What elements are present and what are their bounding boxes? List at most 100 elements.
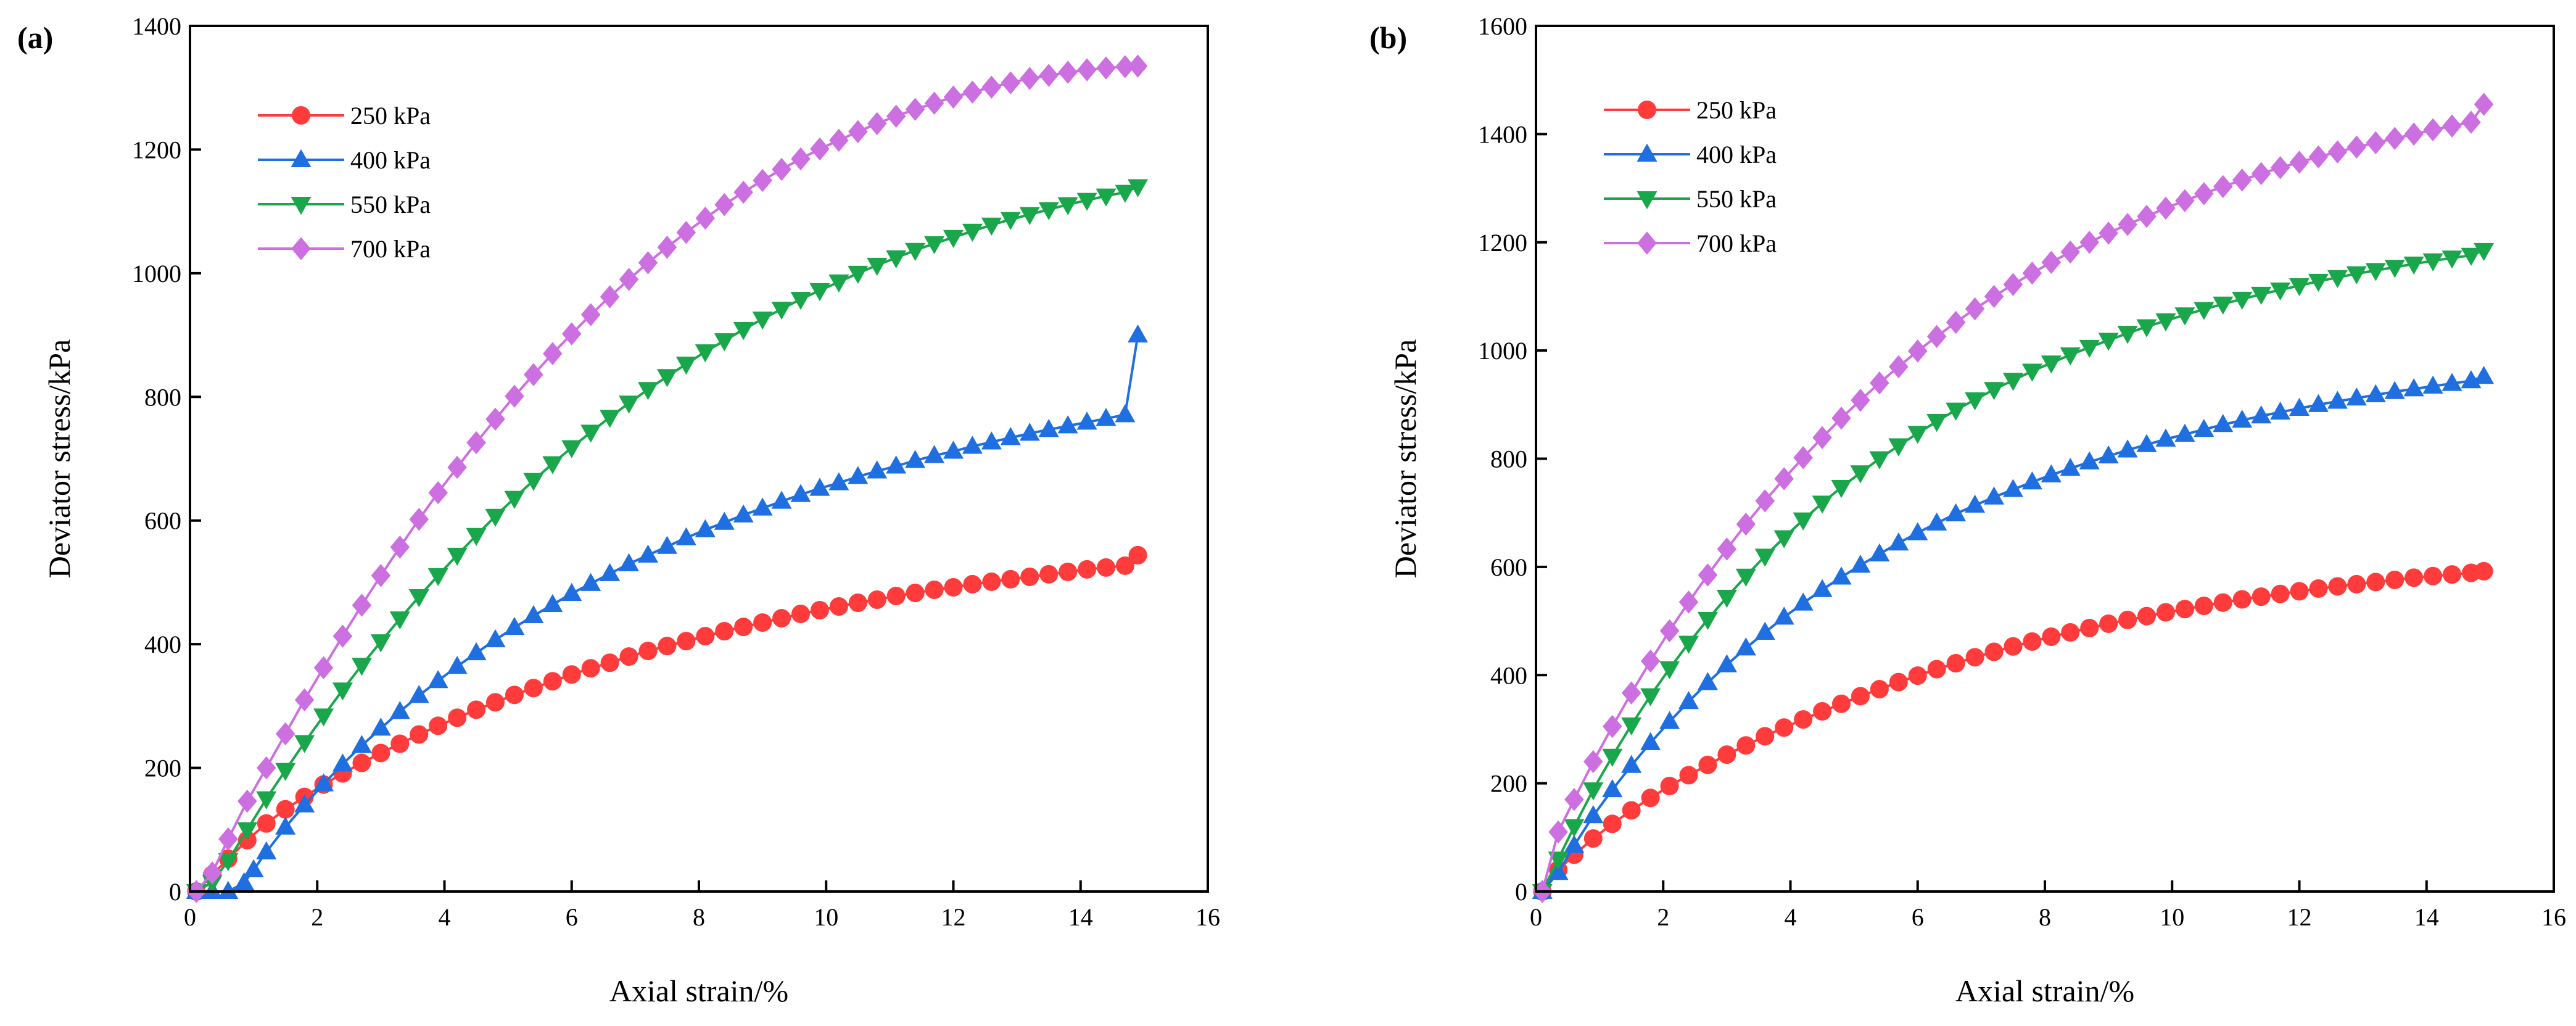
data-point	[963, 574, 982, 594]
x-tick-label: 8	[2039, 903, 2051, 931]
data-point	[2423, 118, 2443, 142]
data-point	[2347, 574, 2366, 594]
data-point	[2136, 434, 2157, 452]
data-point	[1735, 568, 1756, 587]
data-point	[848, 466, 869, 484]
data-point	[504, 616, 525, 635]
data-point	[561, 582, 582, 601]
data-point	[352, 594, 372, 617]
data-point	[2060, 347, 2081, 366]
data-point	[619, 553, 640, 571]
y-tick-label: 1200	[132, 136, 181, 163]
data-point	[1888, 438, 1909, 457]
data-point	[1869, 543, 1890, 561]
data-point	[485, 407, 505, 431]
data-point	[1678, 590, 1699, 614]
data-point	[1115, 556, 1134, 575]
y-tick-label: 600	[144, 507, 181, 535]
x-tick-label: 14	[2414, 903, 2439, 931]
data-point	[2079, 339, 2100, 358]
data-point	[658, 637, 677, 656]
data-point	[1908, 339, 1928, 363]
data-point	[809, 478, 830, 496]
data-point	[1001, 569, 1020, 589]
data-point	[752, 497, 773, 516]
x-tick-label: 6	[1912, 903, 1924, 931]
data-point	[389, 611, 410, 630]
data-point	[2042, 627, 2061, 646]
data-point	[410, 725, 429, 744]
data-point	[352, 753, 371, 772]
data-point	[1984, 382, 2004, 400]
data-point	[2384, 381, 2405, 399]
data-point	[734, 618, 753, 637]
y-tick-label: 400	[144, 631, 181, 658]
data-point	[2252, 587, 2271, 606]
data-point	[1077, 58, 1097, 81]
data-point	[1869, 451, 1890, 470]
data-point	[1038, 419, 1059, 437]
data-point	[1678, 635, 1699, 654]
data-point	[1039, 64, 1059, 87]
data-point	[2099, 221, 2118, 245]
data-point	[1548, 851, 1569, 870]
data-point	[2118, 213, 2137, 236]
data-point	[1756, 727, 1775, 746]
data-point	[2118, 610, 2137, 629]
data-point	[409, 507, 429, 531]
data-point	[1965, 494, 1986, 513]
y-tick-label: 200	[144, 755, 181, 782]
data-point	[1659, 661, 1680, 679]
data-point	[848, 265, 869, 284]
data-point	[1097, 558, 1115, 577]
data-point	[486, 693, 505, 712]
data-point	[1697, 611, 1718, 631]
data-point	[2213, 296, 2234, 315]
data-point	[467, 700, 486, 719]
y-tick-label: 0	[169, 878, 181, 906]
data-point	[675, 357, 696, 375]
data-point	[1128, 54, 1148, 78]
data-point	[1583, 782, 1604, 801]
data-point	[580, 303, 601, 326]
data-point	[809, 283, 830, 302]
data-point	[2155, 313, 2176, 332]
data-point	[1583, 829, 1603, 848]
data-point	[2156, 603, 2175, 622]
data-point	[389, 701, 410, 719]
data-point	[1907, 522, 1928, 540]
x-tick-label: 12	[941, 903, 966, 931]
data-point	[714, 333, 735, 352]
data-point	[2156, 196, 2176, 220]
data-point	[2474, 365, 2495, 384]
data-point	[1564, 819, 1585, 838]
data-point	[257, 814, 276, 833]
data-point	[256, 841, 277, 859]
x-tick-label: 16	[1195, 903, 1220, 931]
data-point	[656, 369, 677, 387]
data-point	[1946, 503, 1967, 521]
data-point	[466, 527, 487, 547]
y-tick-label: 1200	[1478, 229, 1527, 257]
data-point	[1128, 179, 1149, 197]
data-point	[1660, 777, 1679, 796]
data-point	[275, 816, 296, 835]
data-point	[924, 445, 945, 463]
data-point	[2270, 401, 2291, 420]
data-point	[1583, 805, 1604, 824]
data-point	[2327, 391, 2348, 409]
data-point	[924, 91, 944, 115]
data-point	[543, 342, 563, 365]
data-point	[1697, 672, 1718, 690]
data-point	[1548, 862, 1569, 880]
data-point	[1773, 530, 1794, 548]
data-point	[2098, 333, 2119, 351]
data-point	[1889, 355, 1909, 379]
chart-panel-a: 0 2 4 6 8 10 12 14 16 0 200 400 600 800 1000 1200 1400 Ax…	[17, 12, 1220, 1008]
data-point	[505, 384, 524, 408]
data-point	[1640, 688, 1661, 706]
data-point	[2079, 231, 2099, 254]
data-point	[448, 708, 467, 727]
data-point	[2442, 114, 2462, 138]
data-point	[1602, 748, 1623, 767]
